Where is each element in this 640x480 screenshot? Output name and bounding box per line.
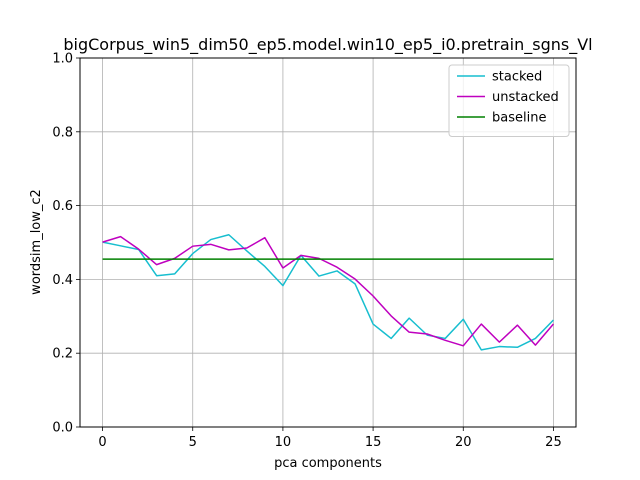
y-tick-label: 0.0 — [52, 421, 73, 436]
legend-label-stacked: stacked — [492, 70, 542, 85]
series-layer — [102, 234, 555, 351]
y-axis-ticks: 0.0 0.2 0.4 0.6 0.8 1.0 — [52, 52, 80, 436]
series-line-unstacked — [102, 235, 555, 347]
x-axis-label: pca components — [274, 456, 382, 471]
series-line-stacked — [102, 234, 554, 351]
legend-label-unstacked: unstacked — [492, 90, 559, 105]
chart-title: bigCorpus_win5_dim50_ep5.model.win10_ep5… — [63, 35, 592, 55]
plot-frame — [79, 57, 577, 428]
legend: stacked unstacked baseline — [448, 64, 570, 137]
y-tick-label: 0.4 — [52, 273, 73, 288]
legend-label-baseline: baseline — [492, 111, 546, 126]
y-tick-label: 0.6 — [52, 199, 73, 214]
y-tick-label: 0.8 — [52, 125, 73, 140]
x-tick-label: 0 — [98, 435, 106, 450]
x-tick-label: 20 — [455, 435, 472, 450]
x-tick-label: 15 — [365, 435, 382, 450]
legend-box — [448, 64, 570, 137]
y-tick-label: 1.0 — [52, 52, 73, 67]
x-tick-label: 5 — [189, 435, 197, 450]
y-tick-label: 0.2 — [52, 347, 73, 362]
x-tick-label: 10 — [275, 435, 292, 450]
x-tick-label: 25 — [545, 435, 562, 450]
y-axis-label: wordsim_low_c2 — [29, 189, 44, 295]
x-axis-ticks: 0 5 10 15 20 25 — [98, 427, 562, 450]
